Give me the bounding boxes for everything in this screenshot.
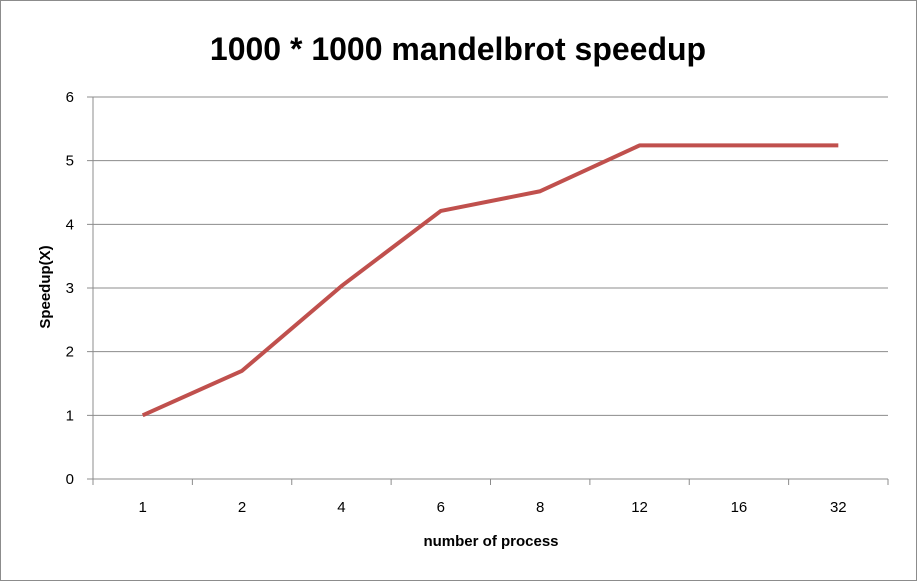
y-tick-label: 4	[66, 216, 74, 233]
y-axis-label: Speedup(X)	[37, 245, 54, 328]
x-tick-label: 2	[238, 499, 246, 516]
x-tick-label: 6	[437, 499, 445, 516]
series-layer	[141, 143, 839, 418]
y-tick-label: 0	[66, 471, 74, 488]
x-tick-label: 16	[731, 499, 748, 516]
series-line-0	[141, 143, 839, 418]
y-tick-label: 3	[66, 280, 74, 297]
y-tick-label: 6	[66, 89, 74, 106]
x-tick-label: 1	[139, 499, 147, 516]
x-tick-label: 12	[631, 499, 648, 516]
y-axis-ticks: 0 1 2 3 4 5 6	[66, 89, 74, 488]
x-tick-label: 32	[830, 499, 847, 516]
x-axis-label: number of process	[423, 533, 558, 550]
y-tick-label: 5	[66, 153, 74, 170]
chart-title: 1000 * 1000 mandelbrot speedup	[210, 31, 706, 67]
gridlines	[87, 96, 889, 485]
y-tick-label: 1	[66, 407, 74, 424]
x-tick-label: 8	[536, 499, 544, 516]
y-tick-label: 2	[66, 344, 74, 361]
x-axis-ticks: 1 2 4 6 8 12 16 32	[139, 499, 847, 516]
x-tick-label: 4	[337, 499, 345, 516]
